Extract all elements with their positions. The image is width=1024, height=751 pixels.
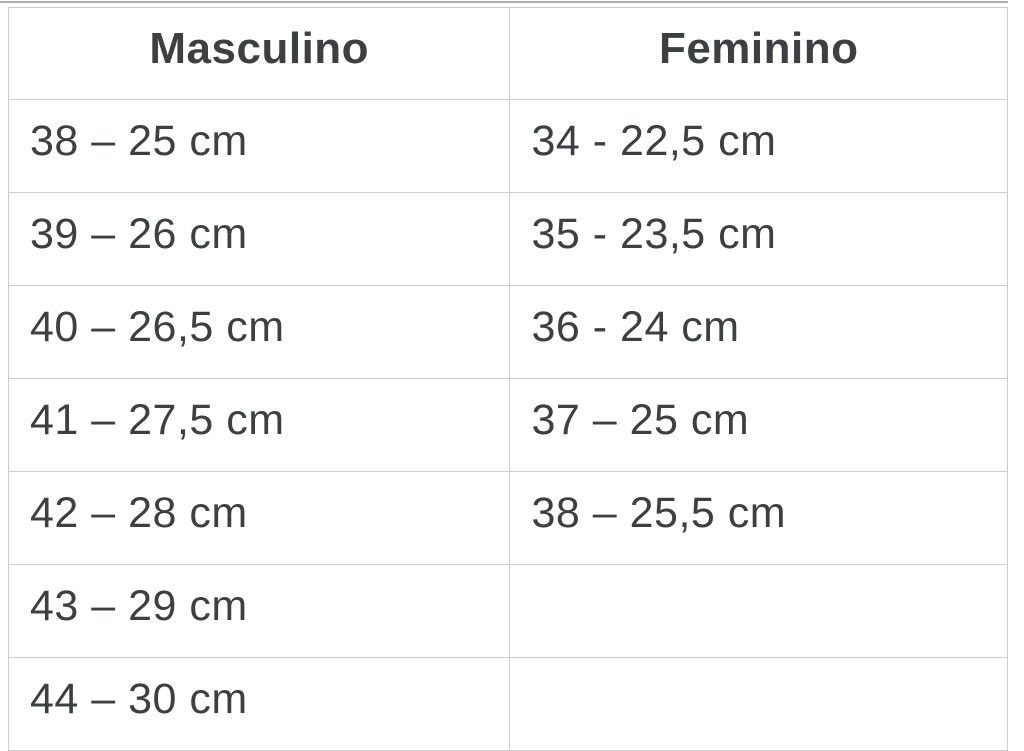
table-row: 43 – 29 cm: [7, 564, 1008, 658]
size-cell-masculino: 41 – 27,5 cm: [7, 378, 511, 472]
size-cell-feminino-empty: [509, 564, 1008, 658]
size-cell-masculino: 42 – 28 cm: [7, 471, 511, 565]
column-header-masculino: Masculino: [7, 7, 511, 100]
size-cell-feminino: 37 – 25 cm: [509, 378, 1008, 472]
size-cell-masculino: 39 – 26 cm: [7, 192, 511, 286]
size-cell-masculino: 43 – 29 cm: [7, 564, 511, 658]
table-row: 38 – 25 cm 34 - 22,5 cm: [7, 99, 1008, 193]
table-row: 42 – 28 cm 38 – 25,5 cm: [7, 471, 1008, 565]
shoe-size-conversion-table: Masculino Feminino 38 – 25 cm 34 - 22,5 …: [7, 7, 1008, 751]
size-cell-feminino-empty: [509, 657, 1008, 751]
size-cell-feminino: 36 - 24 cm: [509, 285, 1008, 379]
table-row: 39 – 26 cm 35 - 23,5 cm: [7, 192, 1008, 286]
top-divider-rule: [0, 1, 1008, 3]
size-cell-masculino: 44 – 30 cm: [7, 657, 511, 751]
table-row: 41 – 27,5 cm 37 – 25 cm: [7, 378, 1008, 472]
column-header-feminino: Feminino: [509, 7, 1008, 100]
table-row: 44 – 30 cm: [7, 657, 1008, 751]
size-cell-feminino: 34 - 22,5 cm: [509, 99, 1008, 193]
header-row: Masculino Feminino: [7, 7, 1008, 100]
table-row: 40 – 26,5 cm 36 - 24 cm: [7, 285, 1008, 379]
size-cell-feminino: 38 – 25,5 cm: [509, 471, 1008, 565]
size-cell-masculino: 38 – 25 cm: [7, 99, 511, 193]
size-cell-masculino: 40 – 26,5 cm: [7, 285, 511, 379]
size-cell-feminino: 35 - 23,5 cm: [509, 192, 1008, 286]
